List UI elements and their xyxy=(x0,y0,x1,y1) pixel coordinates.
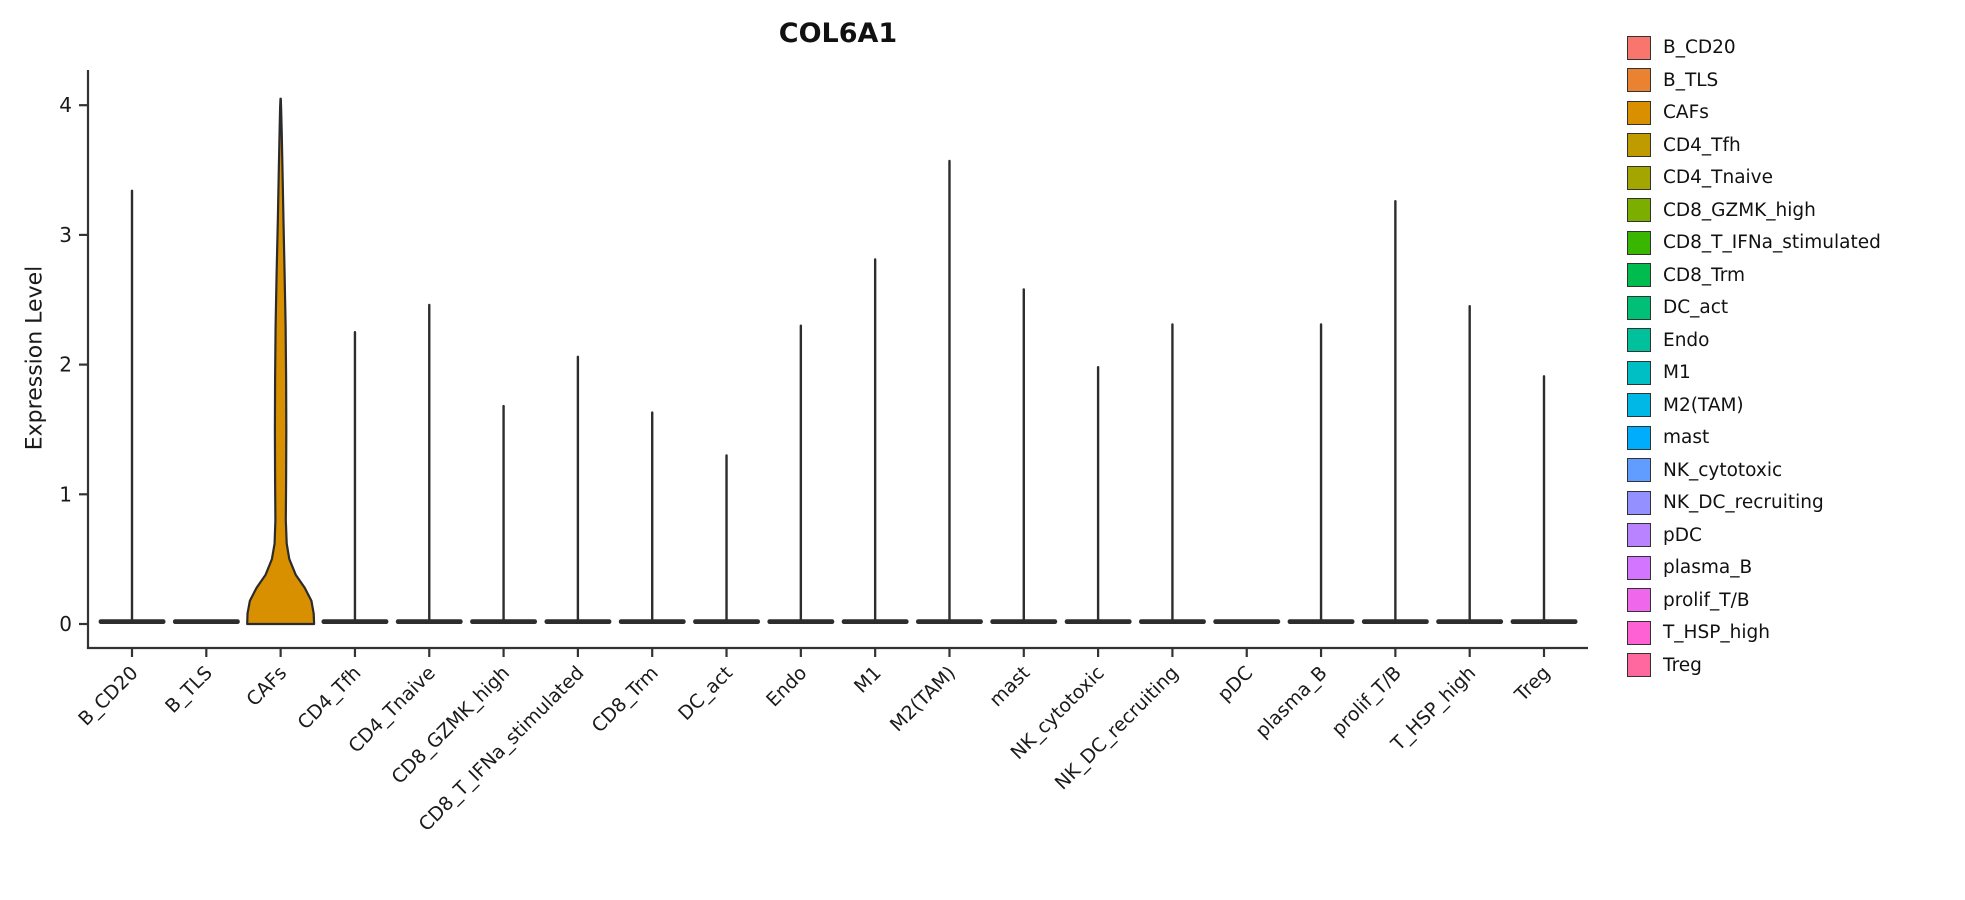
y-tick-label: 1 xyxy=(59,482,72,506)
legend-item-Treg: Treg xyxy=(1627,653,1881,677)
legend-label: CD4_Tnaive xyxy=(1663,167,1774,188)
legend-swatch-M1 xyxy=(1627,360,1651,385)
legend-swatch-DC_act xyxy=(1627,295,1651,320)
legend-swatch-Endo xyxy=(1627,328,1651,352)
legend-label: NK_DC_recruiting xyxy=(1663,492,1824,513)
legend-swatch-CD4_Tnaive xyxy=(1627,165,1651,190)
legend-swatch-B_TLS xyxy=(1627,68,1651,92)
x-tick-label-CD8_Trm: CD8_Trm xyxy=(588,662,663,737)
x-tick-label-mast: mast xyxy=(985,662,1034,711)
legend-label: mast xyxy=(1663,427,1710,448)
x-tick-label-plasma_B: plasma_B xyxy=(1251,662,1331,742)
legend-item-mast: mast xyxy=(1627,425,1881,450)
legend-label: pDC xyxy=(1663,524,1702,546)
legend-item-CD8_GZMK_high: CD8_GZMK_high xyxy=(1627,198,1881,222)
legend-item-prolif_T/B: prolif_T/B xyxy=(1627,588,1881,612)
legend-swatch-CD8_Trm xyxy=(1627,263,1651,287)
legend-item-CAFs: CAFs xyxy=(1627,100,1881,125)
legend-label: T_HSP_high xyxy=(1663,622,1770,643)
legend-swatch-plasma_B xyxy=(1627,555,1651,580)
legend-swatch-CAFs xyxy=(1627,100,1651,125)
legend-label: Endo xyxy=(1663,329,1710,351)
legend-item-CD4_Tnaive: CD4_Tnaive xyxy=(1627,165,1881,190)
legend-item-CD4_Tfh: CD4_Tfh xyxy=(1627,133,1881,157)
legend-item-plasma_B: plasma_B xyxy=(1627,555,1881,580)
legend-label: CD8_GZMK_high xyxy=(1663,199,1816,221)
legend-swatch-mast xyxy=(1627,425,1651,450)
legend-label: Treg xyxy=(1663,654,1702,676)
x-tick-label-NK_DC_recruiting: NK_DC_recruiting xyxy=(1051,662,1183,794)
x-tick-label-B_CD20: B_CD20 xyxy=(74,662,142,730)
violin-CAFs xyxy=(246,97,316,626)
legend-swatch-pDC xyxy=(1627,523,1651,547)
legend-item-NK_cytotoxic: NK_cytotoxic xyxy=(1627,458,1881,482)
legend-label: NK_cytotoxic xyxy=(1663,459,1783,481)
legend-item-CD8_Trm: CD8_Trm xyxy=(1627,263,1881,287)
x-tick-label-pDC: pDC xyxy=(1213,662,1257,706)
baseline-violin-B_TLS xyxy=(172,619,240,624)
legend-swatch-prolif_T/B xyxy=(1627,588,1651,612)
legend-swatch-CD4_Tfh xyxy=(1627,133,1651,157)
legend-item-B_CD20: B_CD20 xyxy=(1627,35,1881,60)
y-tick-label: 3 xyxy=(59,223,72,247)
legend-swatch-NK_DC_recruiting xyxy=(1627,490,1651,515)
legend-label: prolif_T/B xyxy=(1663,589,1750,611)
x-tick-label-M1: M1 xyxy=(850,662,886,698)
legend-label: B_CD20 xyxy=(1663,37,1736,58)
legend-item-pDC: pDC xyxy=(1627,523,1881,547)
x-tick-label-DC_act: DC_act xyxy=(674,662,737,725)
legend-swatch-CD8_T_IFNa_stimulated xyxy=(1627,230,1651,255)
legend-label: B_TLS xyxy=(1663,69,1719,91)
legend-item-NK_DC_recruiting: NK_DC_recruiting xyxy=(1627,490,1881,515)
legend-label: M1 xyxy=(1663,362,1691,383)
legend-swatch-B_CD20 xyxy=(1627,35,1651,60)
legend-item-CD8_T_IFNa_stimulated: CD8_T_IFNa_stimulated xyxy=(1627,230,1881,255)
legend-item-DC_act: DC_act xyxy=(1627,295,1881,320)
legend-item-M1: M1 xyxy=(1627,360,1881,385)
legend-item-T_HSP_high: T_HSP_high xyxy=(1627,620,1881,645)
legend-label: CD8_Trm xyxy=(1663,264,1746,286)
legend-label: CAFs xyxy=(1663,102,1709,123)
legend-item-Endo: Endo xyxy=(1627,328,1881,352)
legend-label: M2(TAM) xyxy=(1663,394,1744,416)
x-tick-label-M2(TAM): M2(TAM) xyxy=(886,662,960,736)
x-tick-label-CAFs: CAFs xyxy=(242,662,291,711)
legend-swatch-NK_cytotoxic xyxy=(1627,458,1651,482)
legend-label: plasma_B xyxy=(1663,557,1753,578)
x-tick-label-Treg: Treg xyxy=(1510,662,1555,707)
x-tick-label-Endo: Endo xyxy=(762,662,811,711)
legend-swatch-M2(TAM) xyxy=(1627,393,1651,417)
x-tick-label-prolif_T/B: prolif_T/B xyxy=(1328,662,1406,740)
legend-item-M2(TAM): M2(TAM) xyxy=(1627,393,1881,417)
x-tick-label-B_TLS: B_TLS xyxy=(161,662,217,718)
chart-title: COL6A1 xyxy=(778,18,898,49)
legend-item-B_TLS: B_TLS xyxy=(1627,68,1881,92)
legend-swatch-T_HSP_high xyxy=(1627,620,1651,645)
y-tick-label: 4 xyxy=(59,93,72,117)
legend-swatch-Treg xyxy=(1627,653,1651,677)
x-tick-label-CD4_Tfh: CD4_Tfh xyxy=(293,662,365,734)
legend: B_CD20 B_TLS CAFs CD4_Tfh CD4_Tnaive CD8_GZMK… xyxy=(1627,35,1881,677)
y-tick-label: 2 xyxy=(59,353,72,377)
legend-swatch-CD8_GZMK_high xyxy=(1627,198,1651,222)
baseline-violin-pDC xyxy=(1213,619,1281,624)
legend-label: CD8_T_IFNa_stimulated xyxy=(1663,232,1881,253)
legend-label: CD4_Tfh xyxy=(1663,134,1741,156)
legend-label: DC_act xyxy=(1663,297,1729,318)
y-tick-label: 0 xyxy=(59,612,72,636)
